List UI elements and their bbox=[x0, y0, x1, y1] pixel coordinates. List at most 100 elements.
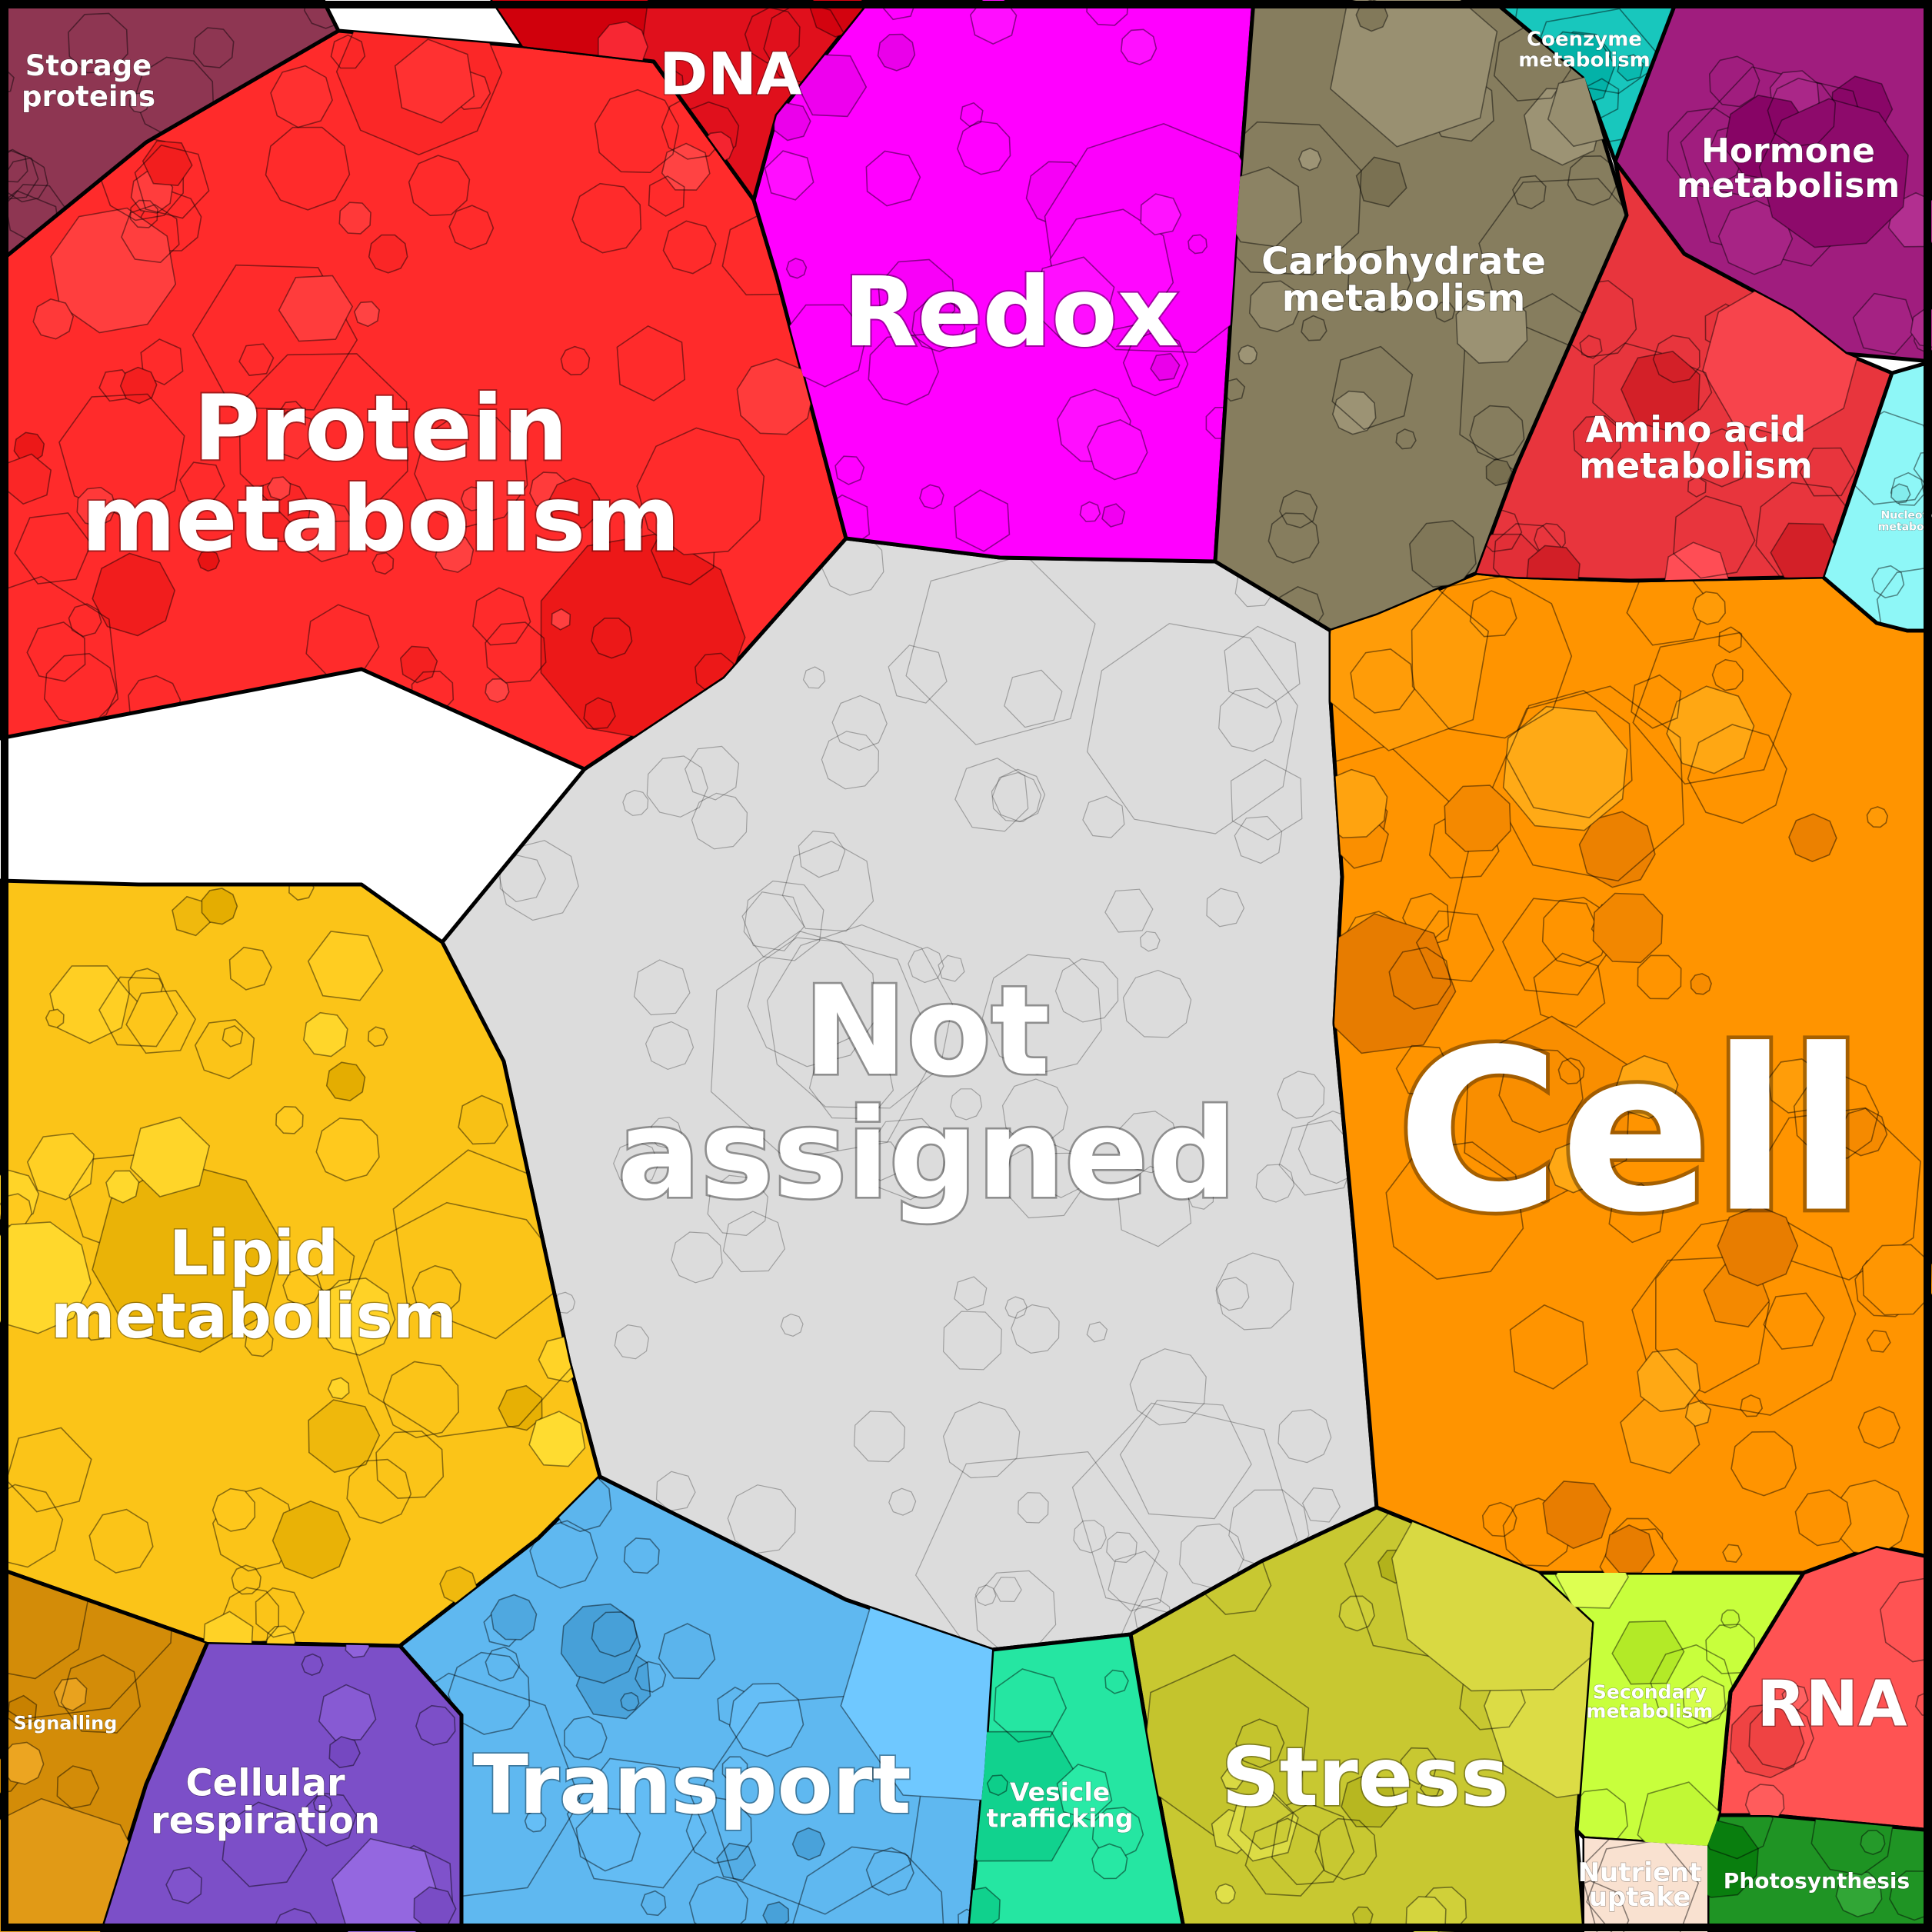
subcell bbox=[624, 513, 644, 533]
subcell bbox=[1673, 495, 1756, 579]
subcell bbox=[1729, 1703, 1805, 1779]
label-dna: DNA bbox=[659, 40, 802, 108]
subcell bbox=[728, 1683, 804, 1757]
subcell bbox=[1234, 815, 1283, 864]
subcell bbox=[498, 1384, 543, 1431]
subcell bbox=[1106, 1531, 1138, 1564]
subcell bbox=[1297, 147, 1322, 172]
subcell bbox=[382, 1361, 460, 1439]
subcell bbox=[14, 512, 92, 585]
label-nutrient-uptake: Nutrient uptake bbox=[1578, 1857, 1702, 1913]
region-storage-proteins[interactable] bbox=[0, 0, 341, 264]
subcell bbox=[821, 731, 880, 790]
subcell bbox=[635, 1661, 667, 1693]
subcell bbox=[888, 645, 948, 704]
subcell bbox=[1455, 291, 1528, 364]
subcell bbox=[1331, 345, 1414, 431]
subcell bbox=[1347, 248, 1411, 314]
subcell bbox=[82, 1311, 111, 1341]
label-transport: Transport bbox=[473, 1738, 911, 1832]
subcell bbox=[1117, 1111, 1180, 1174]
subcell bbox=[1692, 591, 1726, 625]
subcells-redox bbox=[764, 0, 1254, 552]
subcell bbox=[1255, 1164, 1295, 1203]
subcell bbox=[616, 325, 686, 401]
subcell bbox=[1355, 156, 1407, 208]
subcell bbox=[1637, 954, 1682, 1000]
subcell bbox=[633, 959, 691, 1016]
subcell bbox=[415, 1704, 456, 1746]
subcell bbox=[1129, 1348, 1207, 1426]
subcells-secondary-metabolism bbox=[1554, 1573, 1756, 1846]
subcell bbox=[222, 1024, 244, 1048]
subcell bbox=[32, 298, 75, 340]
subcell bbox=[45, 1008, 65, 1028]
subcell bbox=[1187, 1181, 1214, 1210]
subcell bbox=[202, 1611, 254, 1646]
subcell bbox=[288, 881, 315, 901]
subcell bbox=[1763, 1292, 1825, 1350]
subcell bbox=[645, 1021, 695, 1071]
subcell bbox=[308, 1399, 381, 1474]
subcell bbox=[312, 1794, 333, 1814]
subcell bbox=[1469, 405, 1525, 461]
subcell bbox=[1477, 533, 1544, 581]
subcell bbox=[1554, 1573, 1630, 1609]
subcell bbox=[798, 830, 846, 878]
subcell bbox=[53, 1677, 88, 1711]
subcell bbox=[105, 1170, 140, 1204]
subcell bbox=[548, 477, 601, 529]
subcell bbox=[942, 1311, 1002, 1371]
subcell bbox=[993, 1577, 1022, 1603]
label-rna: RNA bbox=[1757, 1668, 1907, 1741]
subcell bbox=[247, 478, 311, 542]
subcell bbox=[7, 1694, 38, 1728]
subcells-rna bbox=[1729, 1576, 1932, 1824]
subcell bbox=[716, 1842, 757, 1881]
subcells-transport bbox=[400, 1477, 992, 1932]
subcell bbox=[282, 1267, 322, 1307]
subcell bbox=[1631, 674, 1682, 729]
subcell bbox=[1810, 1815, 1894, 1876]
subcell bbox=[1279, 489, 1318, 529]
subcell bbox=[766, 924, 954, 1109]
subcell bbox=[914, 1451, 1160, 1650]
subcell bbox=[991, 771, 1042, 823]
subcells-cellular-respiration bbox=[165, 1642, 457, 1932]
subcell bbox=[485, 1646, 521, 1682]
subcell bbox=[685, 745, 740, 801]
subcell bbox=[1707, 1820, 1759, 1898]
subcell bbox=[1086, 623, 1298, 834]
subcell bbox=[140, 338, 184, 386]
label-amino-acid-metabolism: Amino acid metabolism bbox=[1579, 409, 1813, 487]
subcell bbox=[707, 1174, 768, 1237]
label-not-assigned: Not assigned bbox=[618, 959, 1237, 1226]
subcell bbox=[303, 0, 338, 29]
subcell bbox=[1239, 1794, 1294, 1850]
subcell bbox=[197, 548, 221, 572]
subcell bbox=[764, 150, 814, 201]
subcell bbox=[301, 1653, 324, 1676]
subcell bbox=[865, 150, 921, 207]
subcell bbox=[1720, 1609, 1740, 1629]
subcell bbox=[1004, 1138, 1085, 1219]
subcell bbox=[1592, 892, 1664, 964]
subcells-protein-metabolism bbox=[0, 31, 814, 757]
subcell bbox=[1082, 795, 1125, 838]
subcell bbox=[142, 140, 193, 187]
subcell bbox=[1117, 1165, 1192, 1247]
subcells-not-assigned bbox=[498, 538, 1371, 1650]
subcell bbox=[743, 880, 824, 961]
subcell bbox=[1301, 1487, 1341, 1523]
subcell bbox=[1687, 475, 1707, 498]
subcell bbox=[583, 697, 616, 730]
subcell bbox=[128, 92, 150, 114]
subcell bbox=[1879, 1576, 1932, 1663]
subcell bbox=[560, 345, 591, 376]
subcell bbox=[1708, 55, 1760, 108]
subcell bbox=[1338, 1595, 1375, 1632]
subcell bbox=[1415, 910, 1495, 982]
subcell bbox=[1469, 590, 1517, 638]
subcell bbox=[1331, 390, 1377, 435]
subcell bbox=[710, 931, 938, 1161]
